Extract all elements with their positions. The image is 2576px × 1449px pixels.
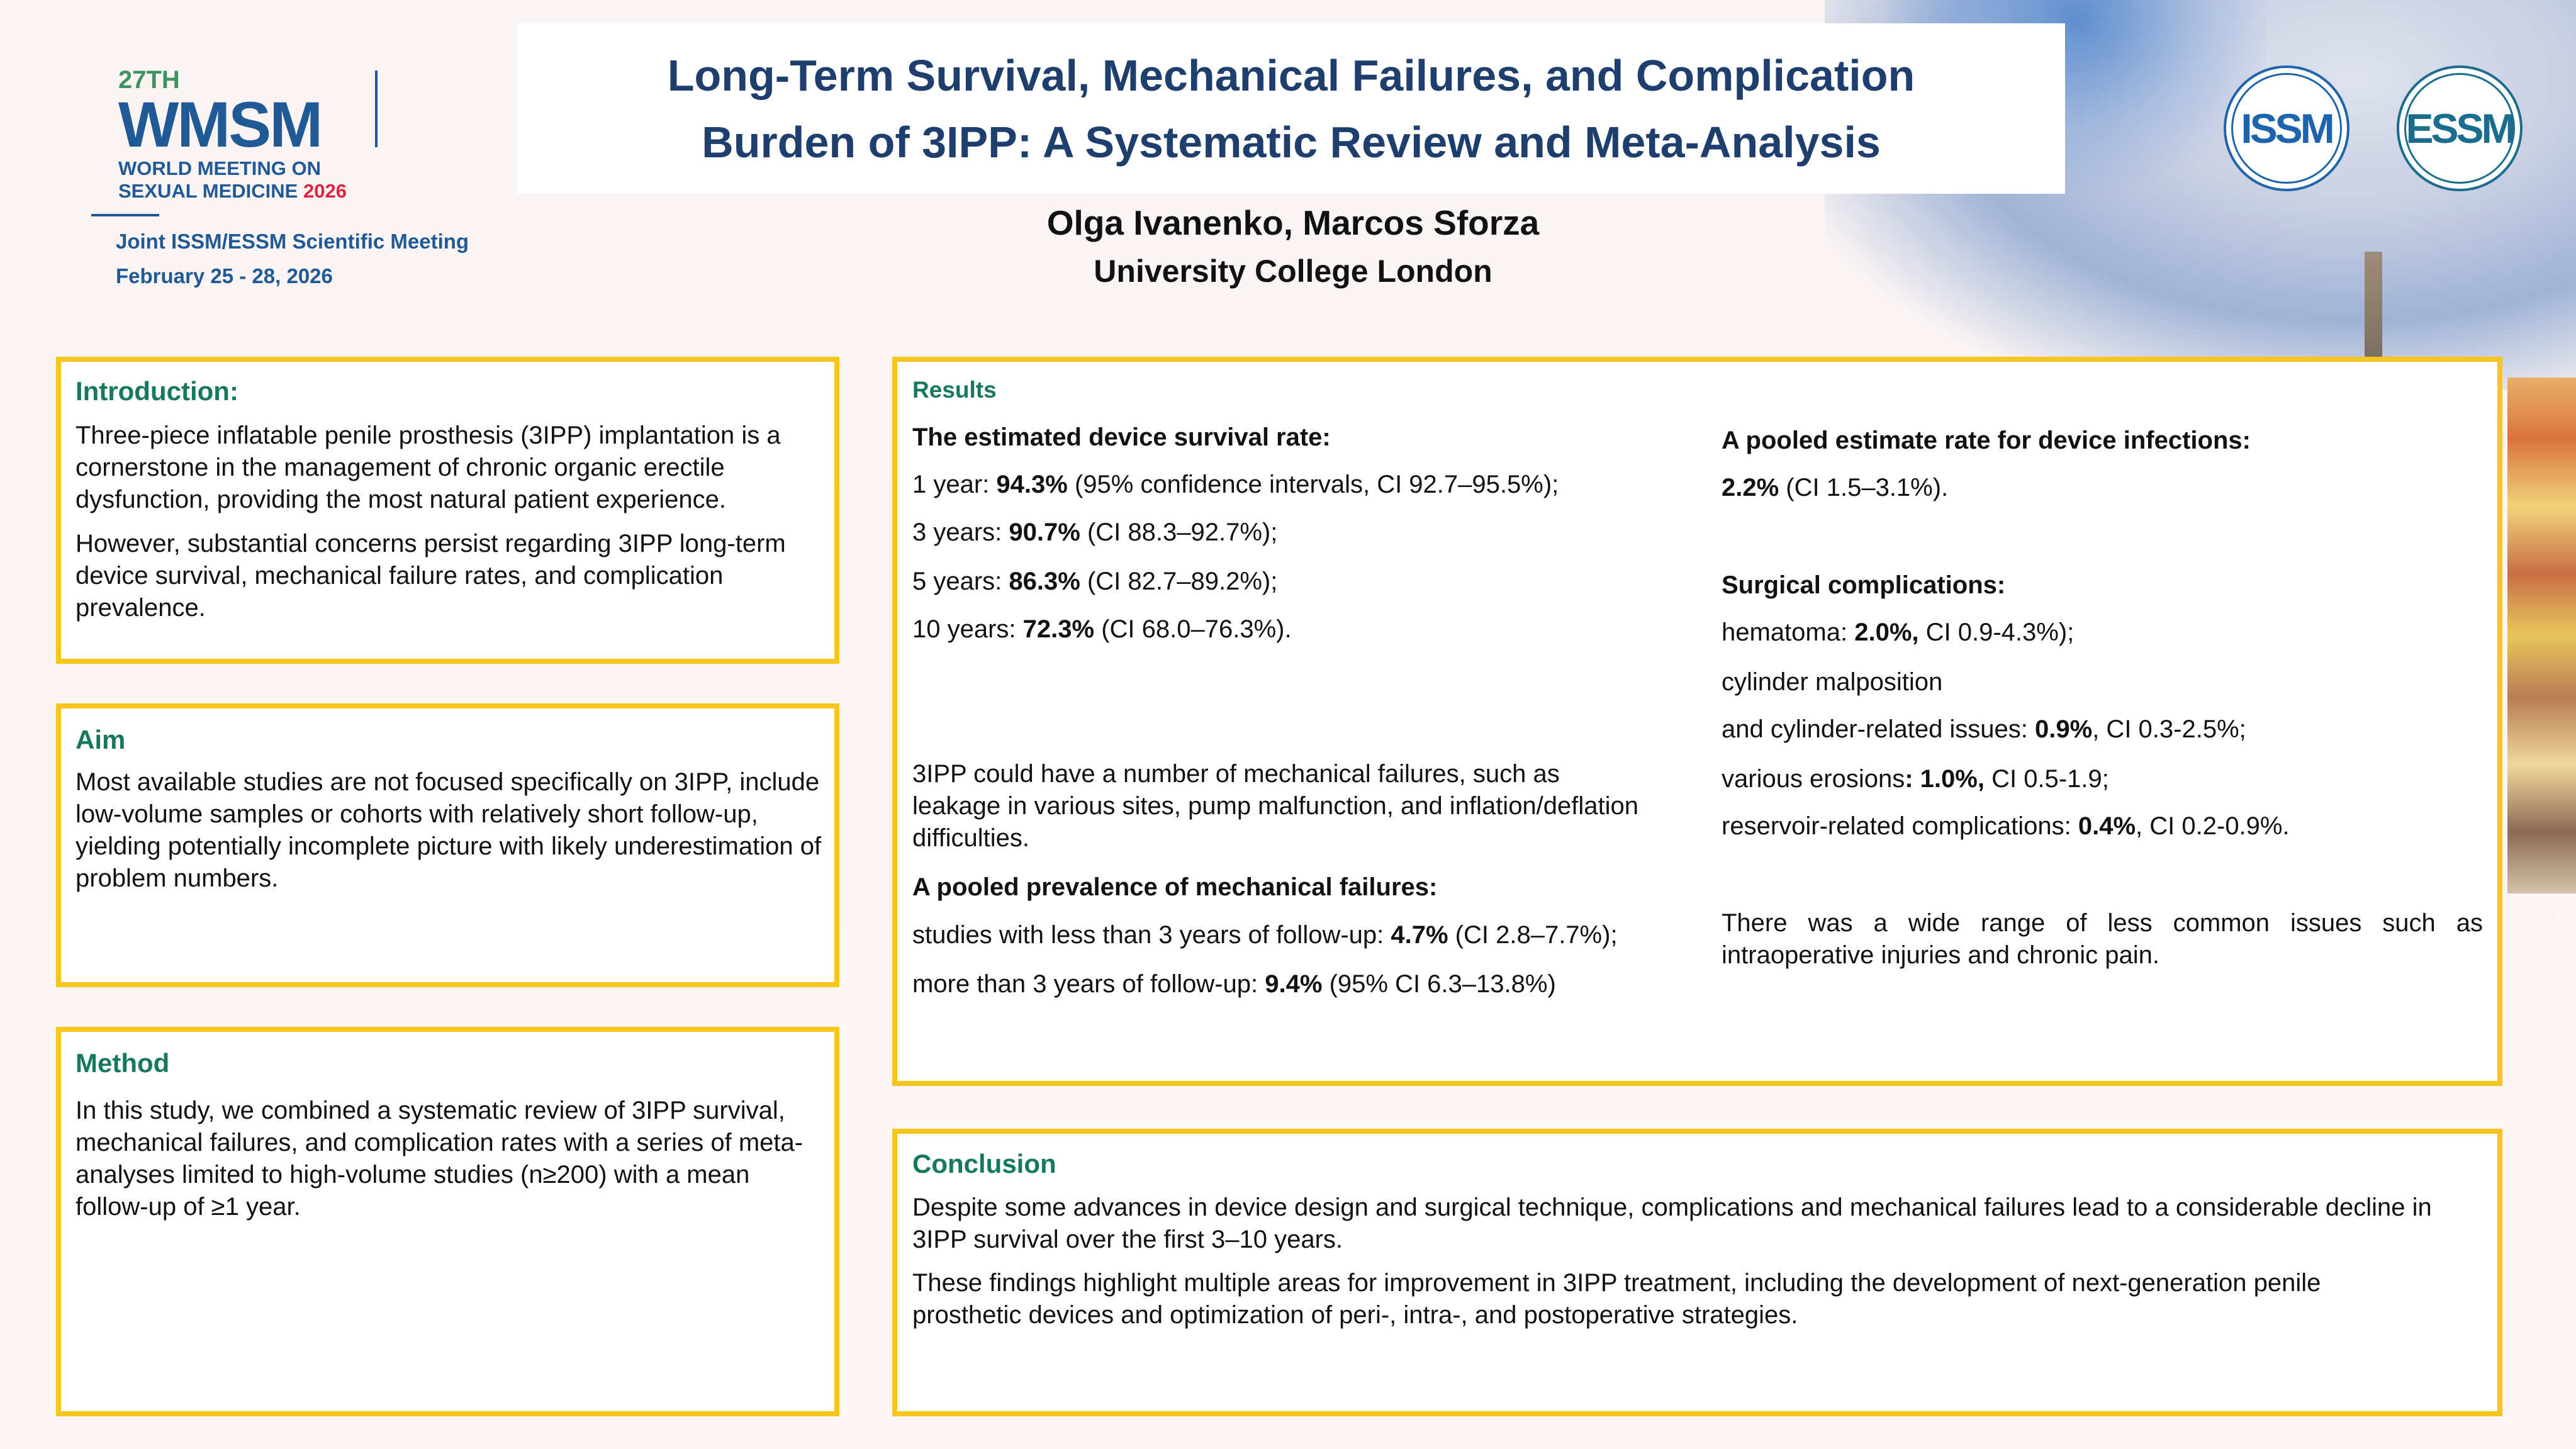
introduction-section [56, 357, 839, 664]
survival-row: 5 years: 86.3% (CI 82.7–89.2%); [912, 568, 1278, 595]
affiliation: University College London [1094, 254, 1492, 289]
issm-logo: ISSM [2224, 65, 2349, 191]
introduction-heading: Introduction: [76, 376, 238, 406]
surgical-row: various erosions: 1.0%, CI 0.5-1.9; [1722, 765, 2109, 793]
survival-row: 1 year: 94.3% (95% confidence intervals,… [912, 471, 1559, 498]
brand-year: 2026 [303, 180, 347, 202]
edition: 27TH [118, 66, 180, 94]
clerigos-tower-image [2365, 252, 2382, 359]
title-line-1: Long-Term Survival, Mechanical Failures,… [667, 51, 1915, 100]
survival-row: 3 years: 90.7% (CI 88.3–92.7%); [912, 518, 1278, 546]
other-issues: There was a wide range of less common is… [1722, 909, 2483, 969]
aim-heading: Aim [76, 725, 126, 754]
mechanical-row: studies with less than 3 years of follow… [912, 921, 1618, 949]
conclusion-paragraph-1: Despite some advances in device design a… [912, 1194, 2432, 1253]
porto-city-image [2507, 378, 2576, 893]
logo-underline [91, 214, 159, 216]
mechanical-heading: A pooled prevalence of mechanical failur… [912, 873, 1438, 901]
survival-row: 10 years: 72.3% (CI 68.0–76.3%). [912, 615, 1292, 643]
aim-paragraph: Most available studies are not focused s… [76, 768, 822, 892]
results-heading: Results [912, 377, 997, 403]
meeting-dates: February 25 - 28, 2026 [116, 264, 333, 288]
surgical-heading: Surgical complications: [1722, 571, 2006, 599]
introduction-paragraph-1: Three-piece inflatable penile prosthesis… [76, 422, 781, 513]
essm-logo: ESSM [2397, 65, 2523, 191]
brand-line2: SEXUAL MEDICINE [118, 180, 298, 202]
authors: Olga Ivanenko, Marcos Sforza [1046, 203, 1540, 242]
surgical-row: reservoir-related complications: 0.4%, C… [1722, 812, 2290, 840]
wmsm-logo: 27TH WMSM WORLD MEETING ON SEXUAL MEDICI… [118, 66, 347, 203]
title-line-2: Burden of 3IPP: A Systematic Review and … [702, 118, 1881, 167]
aim-section [56, 703, 839, 987]
introduction-paragraph-2: However, substantial concerns persist re… [76, 530, 786, 622]
brand: WMSM [118, 89, 323, 160]
method-paragraph: In this study, we combined a systematic … [76, 1097, 804, 1221]
conclusion-paragraph-2: These findings highlight multiple areas … [912, 1269, 2321, 1329]
meeting-name: Joint ISSM/ESSM Scientific Meeting [116, 230, 469, 253]
poster-title: Long-Term Survival, Mechanical Failures,… [517, 23, 2065, 194]
results-section [892, 357, 2502, 1086]
infection-row: 2.2% (CI 1.5–3.1%). [1722, 474, 1949, 501]
surgical-row: hematoma: 2.0%, CI 0.9-4.3%); [1722, 618, 2075, 646]
infection-heading: A pooled estimate rate for device infect… [1722, 427, 2251, 454]
surgical-row: cylinder malposition [1722, 668, 1943, 696]
brand-line1: WORLD MEETING ON [118, 157, 322, 179]
mechanical-intro: 3IPP could have a number of mechanical f… [912, 760, 1639, 852]
conclusion-heading: Conclusion [912, 1149, 1056, 1178]
method-heading: Method [76, 1048, 170, 1078]
surgical-row: and cylinder-related issues: 0.9%, CI 0.… [1722, 715, 2246, 743]
mechanical-row: more than 3 years of follow-up: 9.4% (95… [912, 970, 1556, 998]
conclusion-section [892, 1129, 2502, 1416]
method-section [56, 1027, 839, 1416]
survival-heading: The estimated device survival rate: [912, 423, 1331, 451]
logo-divider [375, 70, 378, 147]
